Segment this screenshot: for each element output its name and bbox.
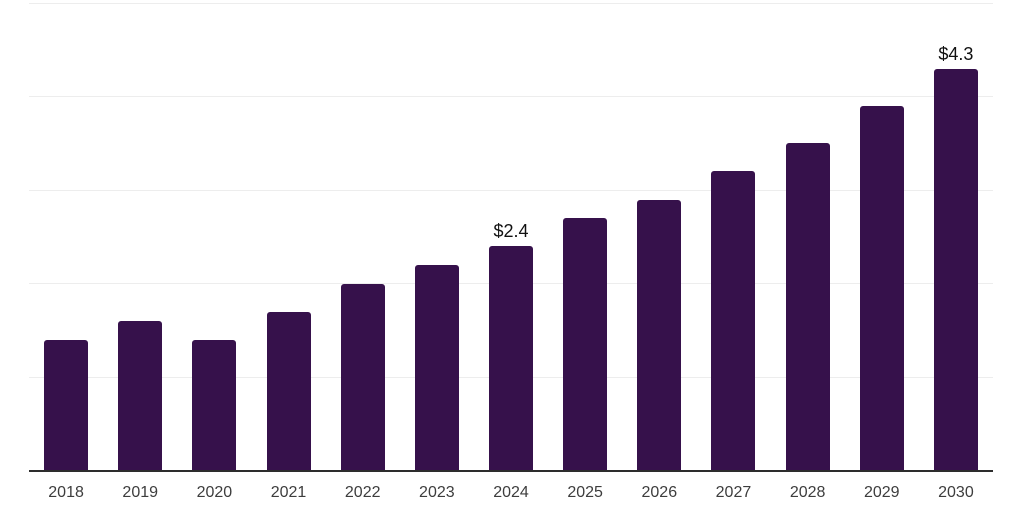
bar-value-label-2024: $2.4 <box>493 221 529 242</box>
bar-2024 <box>489 246 533 471</box>
bar-2021 <box>266 311 311 471</box>
x-tick-2027: 2027 <box>715 484 752 501</box>
bar-2030 <box>933 68 978 471</box>
bar-2025 <box>563 218 608 471</box>
x-tick-2021: 2021 <box>270 484 307 501</box>
bar-2029 <box>859 105 904 471</box>
x-tick-2025: 2025 <box>567 484 603 501</box>
gridline-5 <box>29 2 993 4</box>
x-axis-line <box>29 470 993 472</box>
bar-2027 <box>711 171 756 471</box>
x-tick-2020: 2020 <box>196 484 233 501</box>
bar-2019 <box>118 321 163 471</box>
x-tick-2029: 2029 <box>863 484 900 501</box>
bar-2022 <box>340 283 385 471</box>
x-tick-2023: 2023 <box>419 484 455 501</box>
x-tick-2019: 2019 <box>122 484 159 501</box>
x-tick-2030: 2030 <box>938 484 974 501</box>
bar-2026 <box>637 199 682 471</box>
x-tick-2026: 2026 <box>641 484 678 501</box>
gridline-3 <box>29 189 993 191</box>
x-tick-2028: 2028 <box>789 484 826 501</box>
bar-2020 <box>192 339 237 471</box>
x-tick-2022: 2022 <box>344 484 381 501</box>
bar-value-label-2030: $4.3 <box>938 43 974 64</box>
x-tick-2024: 2024 <box>493 484 529 501</box>
bar-2018 <box>44 339 89 471</box>
bar-2023 <box>414 265 459 471</box>
bar-2028 <box>785 143 830 471</box>
gridline-4 <box>29 96 993 98</box>
x-tick-2018: 2018 <box>48 484 84 501</box>
